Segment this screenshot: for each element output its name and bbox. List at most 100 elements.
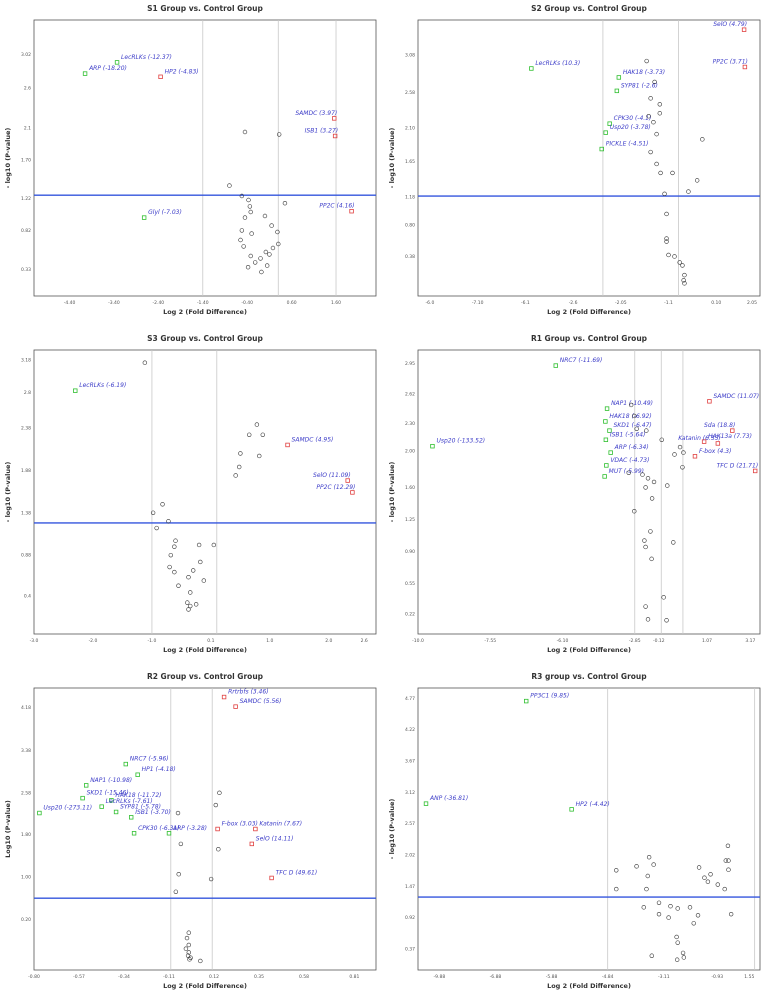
gene-point <box>196 542 202 548</box>
x-tick-label: -6.88 <box>490 974 502 980</box>
chart-title: R2 Group vs. Control Group <box>147 672 264 681</box>
gene-point <box>247 432 252 437</box>
x-tick-label: -6.10 <box>557 638 569 644</box>
highlighted-gene-point <box>350 490 355 495</box>
highlighted-gene-point <box>123 761 128 767</box>
gene-point <box>646 855 652 860</box>
y-axis-label: Log10 (P-value) <box>4 800 12 858</box>
gene-point <box>172 544 177 549</box>
gene-point <box>726 858 731 863</box>
chart-svg: S1 Group vs. Control Group -4.40 -3.40 -2.4… <box>4 4 377 316</box>
y-tick-label: 1.88 <box>21 468 31 474</box>
highlighted-gene-point <box>603 419 608 424</box>
gene-point <box>694 178 700 183</box>
y-tick-label: 0.33 <box>21 267 31 273</box>
gene-label: HP2 (-4.83) <box>165 68 199 75</box>
gene-label: SelO (4.79) <box>713 21 747 28</box>
gene-point <box>227 183 232 188</box>
gene-point <box>614 868 619 873</box>
x-tick-label: -7.55 <box>484 638 496 644</box>
gene-point <box>691 921 696 926</box>
x-tick-label: 0.10 <box>711 300 721 306</box>
chart-svg: R1 Group vs. Control Group -10.0 -7.55 -6.1… <box>388 334 761 654</box>
gene-label: Katanin (6.55) <box>678 435 721 442</box>
gene-point <box>252 260 258 265</box>
gene-point <box>213 802 219 808</box>
highlighted-gene-point <box>82 71 88 76</box>
gene-point <box>643 485 648 490</box>
gene-point <box>651 479 657 485</box>
x-tick-label: -7.10 <box>472 300 484 306</box>
highlighted-gene-point <box>423 801 429 806</box>
highlighted-gene-point <box>614 88 620 94</box>
gene-point <box>659 437 664 442</box>
gene-label: SelO (11.09) <box>313 472 351 479</box>
gene-point <box>269 223 274 228</box>
y-tick-label: 1.60 <box>405 485 415 491</box>
y-tick-label: 0.38 <box>405 254 415 260</box>
gene-point <box>652 79 657 85</box>
gene-label: SKD1 (-6.47) <box>613 422 651 429</box>
y-tick-label: 2.00 <box>405 448 415 454</box>
y-tick-label: 0.20 <box>21 917 31 923</box>
gene-point <box>649 556 654 562</box>
gene-label: Usp20 (-3.78) <box>610 124 651 131</box>
x-tick-label: -9.88 <box>434 974 446 980</box>
gene-point <box>160 502 165 507</box>
highlighted-gene-point <box>109 798 114 803</box>
gene-point <box>680 950 686 956</box>
y-tick-label: 0.82 <box>21 228 31 234</box>
gene-point <box>239 193 245 199</box>
x-tick-label: -1.1 <box>664 300 673 306</box>
y-tick-label: 1.38 <box>21 510 31 516</box>
x-tick-label: 0.81 <box>349 974 359 980</box>
highlighted-gene-point <box>607 121 612 126</box>
x-tick-label: -1.40 <box>197 300 209 306</box>
highlighted-gene-point <box>616 75 622 80</box>
gene-point <box>674 934 679 940</box>
highlighted-gene-point <box>692 454 698 459</box>
gene-label: F-box (3.03) <box>222 821 258 828</box>
highlighted-gene-point <box>233 704 238 709</box>
gene-label: LecRLKs (-6.19) <box>79 382 126 389</box>
gene-point <box>258 256 263 261</box>
highlighted-gene-point <box>253 826 258 832</box>
highlighted-gene-point <box>131 831 137 836</box>
gene-point <box>654 131 659 137</box>
y-tick-label: 0.92 <box>405 915 415 921</box>
x-axis-label: Log 2 (Fold Difference) <box>547 646 631 654</box>
highlighted-gene-point <box>269 875 274 881</box>
y-tick-label: 4.77 <box>405 696 415 702</box>
highlighted-gene-point <box>752 468 758 474</box>
gene-point <box>241 244 246 249</box>
highlighted-gene-point <box>221 694 227 700</box>
gene-point <box>167 564 172 570</box>
x-tick-label: 1.60 <box>331 300 341 306</box>
x-tick-label: 1.07 <box>702 638 712 644</box>
gene-point <box>672 452 677 457</box>
gene-point <box>276 132 282 137</box>
y-tick-label: 3.08 <box>405 53 415 59</box>
highlighted-gene-point <box>742 64 748 70</box>
gene-point <box>150 510 156 515</box>
gene-label: PP2C (3.71) <box>713 58 748 65</box>
gene-point <box>715 882 720 887</box>
gene-point <box>172 569 177 575</box>
y-tick-label: 2.02 <box>405 852 415 858</box>
highlighted-gene-point <box>332 116 337 121</box>
y-tick-label: 3.67 <box>405 758 415 764</box>
highlighted-gene-point <box>166 831 172 836</box>
gene-point <box>259 269 264 275</box>
chart-svg: S3 Group vs. Control Group -3.0 -2.0 -1.0 0.… <box>4 334 377 654</box>
gene-point <box>680 263 685 268</box>
highlighted-gene-point <box>602 474 607 479</box>
highlighted-gene-point <box>730 428 735 433</box>
gene-point <box>668 903 673 909</box>
gene-point <box>681 955 687 960</box>
gene-point <box>178 841 184 847</box>
x-tick-label: 2.6 <box>361 638 368 644</box>
x-tick-label: -0.80 <box>28 974 40 980</box>
gene-point <box>238 451 243 456</box>
gene-point <box>696 865 702 870</box>
gene-label: ISB1 (3.27) <box>305 128 338 135</box>
